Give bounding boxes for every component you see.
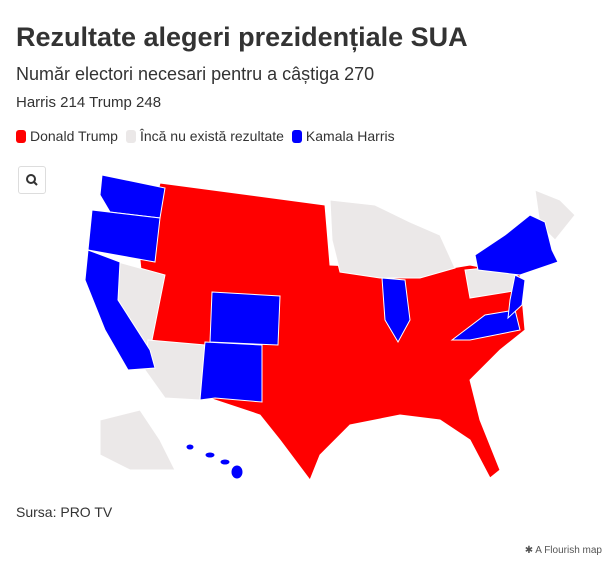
legend-item[interactable]: Încă nu există rezultate [125, 128, 284, 144]
region [99, 174, 166, 219]
region [474, 214, 559, 276]
region [381, 277, 411, 344]
region [507, 274, 526, 320]
map [84, 174, 576, 482]
region [204, 451, 216, 459]
legend-label: Donald Trump [30, 128, 118, 144]
tally: Harris 214 Trump 248 [16, 94, 162, 111]
legend-swatch [16, 129, 26, 143]
region [219, 458, 231, 466]
region [87, 209, 161, 263]
region [99, 409, 176, 471]
subtitle: Număr electori necesari pentru a câștiga… [16, 64, 375, 84]
region [209, 291, 281, 346]
legend-swatch [125, 129, 136, 143]
credit[interactable]: ✱ A Flourish map [524, 545, 602, 556]
title: Rezultate alegeri prezidențiale SUA [16, 22, 468, 52]
region [84, 249, 156, 371]
legend-item[interactable]: Donald Trump [16, 128, 118, 144]
zoom-icon [26, 174, 38, 186]
legend-swatch [291, 129, 302, 143]
legend-item[interactable]: Kamala Harris [291, 128, 395, 144]
region [199, 341, 263, 403]
region [230, 464, 244, 480]
legend-label: Kamala Harris [305, 128, 395, 144]
legend-label: Încă nu există rezultate [139, 128, 284, 144]
region [144, 339, 206, 401]
region [329, 199, 456, 279]
credit-text[interactable]: A Flourish map [535, 545, 602, 556]
region [185, 443, 195, 451]
source: Sursa: PRO TV [16, 504, 113, 520]
zoom-button[interactable] [18, 166, 46, 194]
region [450, 309, 521, 341]
legend: Donald Trump Încă nu există rezultate Kama… [16, 128, 395, 144]
